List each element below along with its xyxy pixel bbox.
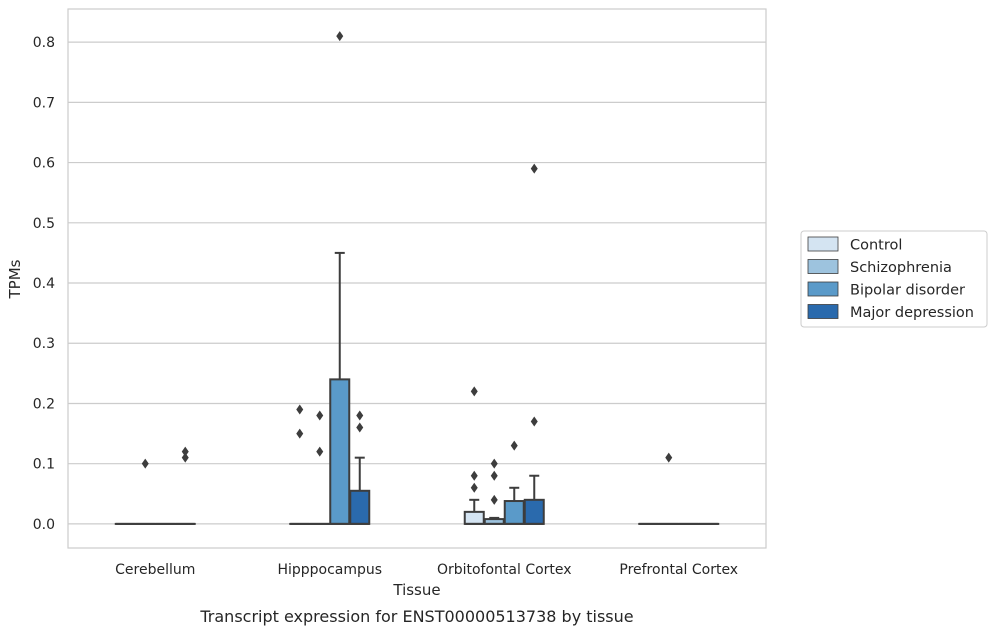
legend-frame bbox=[800, 230, 988, 328]
y-tick-label: 0.7 bbox=[33, 95, 55, 111]
outlier-point bbox=[510, 440, 518, 451]
legend-label: Schizophrenia bbox=[850, 260, 952, 276]
outlier-point bbox=[316, 446, 324, 457]
outlier-point bbox=[490, 494, 498, 505]
outlier-point bbox=[470, 386, 478, 397]
x-tick-label: Cerebellum bbox=[115, 562, 195, 578]
outlier-point bbox=[665, 452, 673, 463]
y-axis-label: TPMs bbox=[6, 259, 24, 299]
outlier-point bbox=[530, 416, 538, 427]
legend-label: Bipolar disorder bbox=[850, 283, 965, 299]
legend-swatch bbox=[807, 281, 839, 297]
outlier-point bbox=[296, 428, 304, 439]
y-tick-label: 0.0 bbox=[33, 517, 55, 533]
outlier-point bbox=[141, 458, 149, 469]
box-body bbox=[523, 498, 545, 525]
chart-caption: Transcript expression for ENST0000051373… bbox=[199, 607, 633, 626]
outlier-point bbox=[530, 163, 538, 174]
boxes bbox=[114, 251, 720, 525]
box-control bbox=[463, 498, 485, 525]
y-tick-label: 0.6 bbox=[33, 156, 55, 172]
box-body bbox=[329, 378, 351, 525]
outlier-point bbox=[470, 470, 478, 481]
outlier-point bbox=[490, 470, 498, 481]
x-tick-label: Prefrontal Cortex bbox=[619, 562, 738, 578]
box-major-depression bbox=[523, 474, 545, 525]
y-tick-label: 0.2 bbox=[33, 396, 55, 412]
outliers bbox=[141, 31, 673, 505]
box-body bbox=[503, 500, 525, 525]
x-tick-label: Hipppocampus bbox=[277, 562, 382, 578]
outlier-point bbox=[336, 31, 344, 42]
legend-label: Major depression bbox=[850, 305, 974, 321]
y-tick-labels: 0.0 0.1 0.2 0.3 0.4 0.5 0.6 0.7 0.8 bbox=[33, 35, 55, 533]
outlier-point bbox=[296, 404, 304, 415]
x-axis-label: Tissue bbox=[392, 581, 440, 599]
y-tick-label: 0.5 bbox=[33, 216, 55, 232]
y-tick-label: 0.3 bbox=[33, 336, 55, 352]
box-schizophrenia bbox=[483, 516, 505, 525]
outlier-point bbox=[470, 482, 478, 493]
outlier-point bbox=[490, 458, 498, 469]
outlier-point bbox=[316, 410, 324, 421]
outlier-point bbox=[356, 410, 364, 421]
plot-frame bbox=[67, 8, 767, 549]
legend-swatch bbox=[807, 304, 839, 319]
box-body bbox=[349, 489, 371, 525]
y-tick-label: 0.1 bbox=[33, 457, 55, 473]
legend: Control Schizophrenia Bipolar disorder Majo… bbox=[800, 230, 988, 328]
outlier-point bbox=[356, 422, 364, 433]
legend-swatch bbox=[807, 236, 839, 252]
legend-label: Control bbox=[850, 238, 902, 254]
legend-swatch bbox=[807, 259, 839, 274]
box-major-depression bbox=[349, 456, 371, 525]
box-bipolar-disorder bbox=[503, 486, 525, 525]
x-tick-label: Orbitofontal Cortex bbox=[437, 562, 572, 578]
outlier-point bbox=[181, 446, 189, 457]
x-tick-labels: Cerebellum Hipppocampus Orbitofontal Corte… bbox=[115, 562, 738, 578]
y-tick-label: 0.4 bbox=[33, 276, 55, 292]
box-bipolar-disorder bbox=[329, 251, 351, 525]
outlier-point bbox=[181, 452, 189, 463]
box-body bbox=[463, 510, 485, 525]
y-tick-label: 0.8 bbox=[33, 35, 55, 51]
grid-lines bbox=[68, 41, 766, 525]
